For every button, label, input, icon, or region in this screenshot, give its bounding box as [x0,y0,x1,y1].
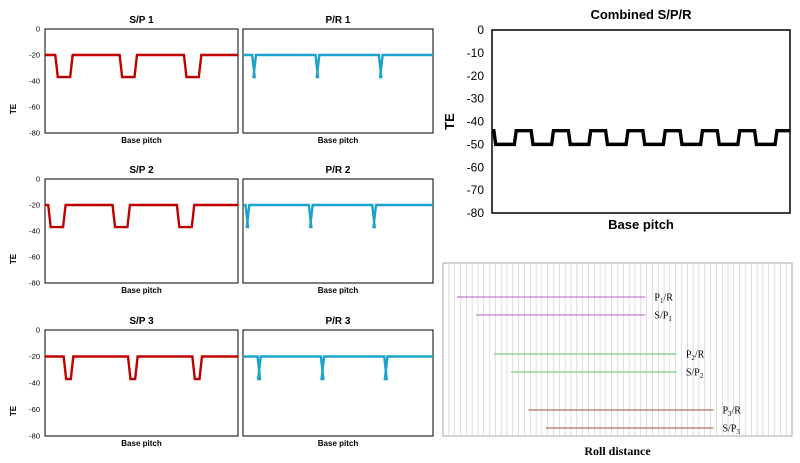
y-tick-label: -20 [29,201,40,210]
combined-y-axis-label: TE [442,113,457,130]
combined-plot-frame [491,29,791,214]
te-series-line [243,203,433,229]
plot-frame [242,178,434,284]
panel-title: P/R 3 [325,316,350,327]
plot-frame [44,178,239,284]
te-series-line [243,355,433,381]
y-axis-label: TE [9,103,18,114]
y-tick-label: -80 [29,129,40,138]
combined-y-tick-label: -60 [467,160,485,174]
y-tick-label: -80 [29,432,40,441]
combined-y-tick-label: -50 [467,137,485,151]
y-tick-label: -60 [29,405,40,414]
contact-label: S/P1 [654,311,672,324]
contact-label: P1/R [654,293,673,306]
y-tick-label: 0 [36,175,40,184]
combined-y-tick-label: -40 [467,115,485,129]
x-axis-label: Base pitch [121,136,162,145]
contact-label: P2/R [686,350,705,363]
panel-title: S/P 1 [129,15,154,26]
plot-frame [242,28,434,134]
y-tick-label: -40 [29,379,40,388]
y-tick-label: -40 [29,227,40,236]
y-tick-label: 0 [36,25,40,34]
plot-frame [242,329,434,437]
y-tick-label: -20 [29,51,40,60]
y-tick-label: -60 [29,253,40,262]
combined-title: Combined S/P/R [590,7,692,22]
panel-title: S/P 2 [129,165,154,176]
y-tick-label: -60 [29,103,40,112]
y-tick-label: -80 [29,279,40,288]
te-series-line [243,53,433,79]
x-axis-label: Base pitch [318,439,359,448]
combined-y-tick-label: -80 [467,206,485,220]
te-series-line [45,53,238,79]
contact-label: S/P2 [686,368,704,381]
te-series-line [45,355,238,381]
combined-y-tick-label: -70 [467,183,485,197]
x-axis-label: Base pitch [121,286,162,295]
combined-y-tick-label: -30 [467,92,485,106]
plot-frame [44,28,239,134]
plot-frame [44,329,239,437]
y-axis-label: TE [9,253,18,264]
panel-title: P/R 2 [325,165,350,176]
contact-label: P3/R [722,406,741,419]
panel-title: P/R 1 [325,15,350,26]
y-tick-label: -40 [29,77,40,86]
combined-x-axis-label: Base pitch [608,217,674,232]
te-series-line [45,203,238,229]
te-series-line [492,128,790,147]
contact-label: S/P3 [722,424,740,437]
combined-y-tick-label: -20 [467,69,485,83]
y-axis-label: TE [9,405,18,416]
x-axis-label: Base pitch [121,439,162,448]
combined-y-tick-label: -10 [467,46,485,60]
x-axis-label: Base pitch [318,286,359,295]
y-tick-label: 0 [36,326,40,335]
panel-title: S/P 3 [129,316,154,327]
y-tick-label: -20 [29,352,40,361]
roll-distance-label: Roll distance [584,444,651,458]
x-axis-label: Base pitch [318,136,359,145]
combined-y-tick-label: 0 [477,23,484,37]
